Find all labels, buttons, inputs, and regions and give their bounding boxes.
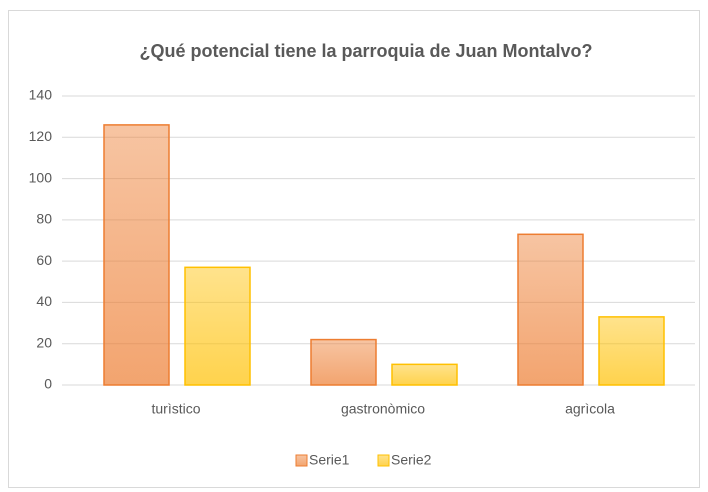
legend-swatch [295,454,308,467]
x-tick-label: turìstico [151,401,200,417]
bar [103,124,170,386]
y-tick-label: 20 [36,334,52,350]
y-tick-label: 40 [36,293,52,309]
legend-label: Serie2 [391,452,432,468]
y-tick-label: 140 [29,87,53,103]
bar [517,233,584,386]
y-tick-label: 120 [29,128,53,144]
bar [310,338,377,386]
bar [184,266,251,386]
legend-swatch [377,454,390,467]
y-tick-label: 100 [29,169,53,185]
x-tick-label: agrìcola [565,401,615,417]
x-tick-label: gastronòmico [341,401,425,417]
y-tick-label: 60 [36,252,52,268]
bar [391,363,458,386]
y-tick-label: 0 [44,376,52,392]
legend-label: Serie1 [309,452,350,468]
bar [598,316,665,386]
chart-title: ¿Qué potencial tiene la parroquia de Jua… [139,41,592,61]
y-tick-label: 80 [36,211,52,227]
